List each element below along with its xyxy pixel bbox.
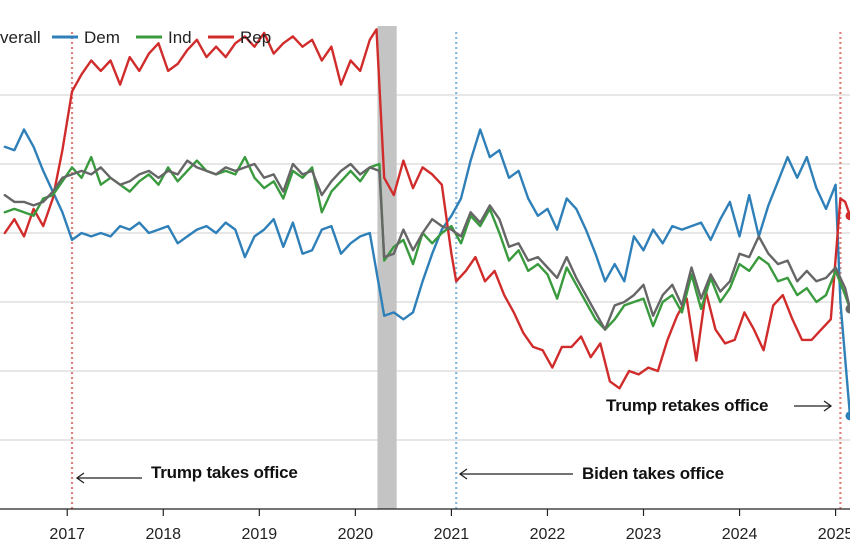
- legend-label-dem: Dem: [84, 28, 120, 47]
- x-tick-label: 2025: [818, 526, 850, 543]
- arrowhead-left-icon: [75, 472, 85, 484]
- series-line-rep: [3, 28, 850, 390]
- series-endpoint-rep: [845, 211, 850, 221]
- trump-retakes-office-label: Trump retakes office: [606, 396, 768, 415]
- series-endpoint-dem: [845, 411, 850, 421]
- arrowhead-left-icon: [458, 468, 468, 480]
- x-tick-label: 2024: [722, 526, 758, 543]
- biden-takes-office-annotation: Biden takes office: [458, 464, 724, 483]
- legend-label-rep: Rep: [240, 28, 271, 47]
- series-lines: [3, 28, 850, 421]
- trump-takes-office-annotation: Trump takes office: [75, 463, 298, 484]
- series-line-overall: [3, 159, 850, 331]
- legend-label-overall: verall: [0, 28, 41, 47]
- event-markers: [70, 32, 842, 509]
- x-axis: 2017 2018 2019 2020 2021 2022 2023 2024 2025: [0, 508, 850, 543]
- biden-takes-office-label: Biden takes office: [582, 464, 724, 483]
- annotations: Trump takes office Biden takes office Tr…: [75, 396, 833, 484]
- series-line-ind: [3, 155, 850, 331]
- x-tick-label: 2023: [626, 526, 662, 543]
- x-tick-label: 2017: [49, 526, 85, 543]
- gridlines: [0, 94, 850, 441]
- series-endpoint-overall: [845, 304, 850, 314]
- trump-takes-office-label: Trump takes office: [151, 463, 298, 482]
- x-tick-label: 2021: [434, 526, 470, 543]
- x-tick-label: 2022: [530, 526, 566, 543]
- arrowhead-right-icon: [823, 400, 833, 412]
- series-line-dem: [3, 128, 850, 418]
- x-tick-label: 2020: [338, 526, 374, 543]
- legend-label-ind: Ind: [168, 28, 192, 47]
- x-tick-label: 2018: [145, 526, 181, 543]
- trump-retakes-office-annotation: Trump retakes office: [606, 396, 833, 415]
- x-tick-label: 2019: [242, 526, 278, 543]
- legend: verall Dem Ind Rep: [0, 28, 271, 47]
